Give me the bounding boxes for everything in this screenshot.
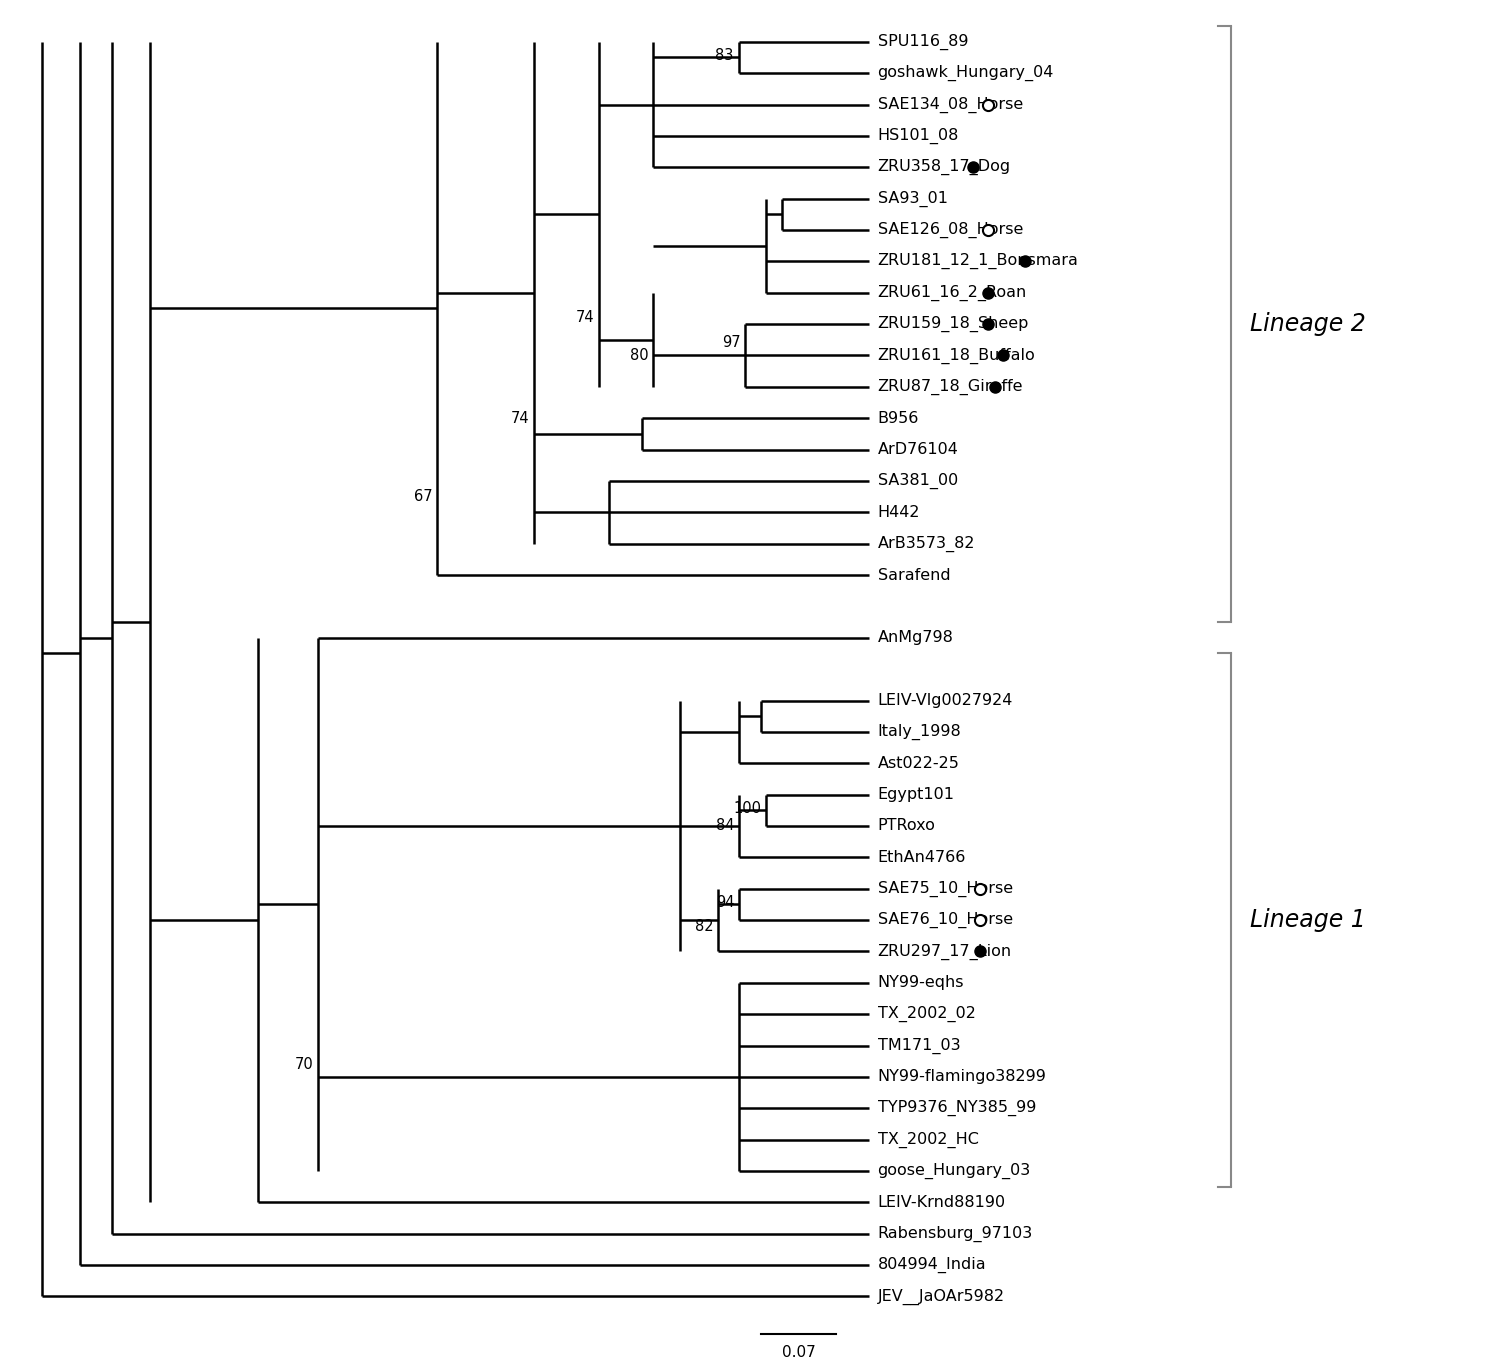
Text: ArB3573_82: ArB3573_82 (878, 535, 975, 552)
Text: AnMg798: AnMg798 (878, 630, 954, 645)
Text: ZRU358_17_Dog: ZRU358_17_Dog (878, 160, 1011, 175)
Text: Italy_1998: Italy_1998 (878, 724, 962, 740)
Text: 100: 100 (734, 802, 762, 817)
Text: ZRU161_18_Buffalo: ZRU161_18_Buffalo (878, 347, 1035, 363)
Text: 83: 83 (716, 48, 734, 63)
Text: 82: 82 (694, 919, 712, 934)
Text: JEV__JaOAr5982: JEV__JaOAr5982 (878, 1288, 1005, 1305)
Text: EthAn4766: EthAn4766 (878, 850, 966, 865)
Text: ZRU297_17_Lion: ZRU297_17_Lion (878, 944, 1011, 959)
Text: 74: 74 (576, 310, 594, 325)
Text: TX_2002_HC: TX_2002_HC (878, 1131, 978, 1147)
Text: SAE126_08_Horse: SAE126_08_Horse (878, 221, 1023, 238)
Text: 804994_India: 804994_India (878, 1257, 986, 1273)
Text: goose_Hungary_03: goose_Hungary_03 (878, 1162, 1031, 1179)
Text: TM171_03: TM171_03 (878, 1037, 960, 1053)
Text: SAE76_10_Horse: SAE76_10_Horse (878, 912, 1013, 928)
Text: goshawk_Hungary_04: goshawk_Hungary_04 (878, 66, 1054, 81)
Text: TX_2002_02: TX_2002_02 (878, 1007, 975, 1022)
Text: Lineage 2: Lineage 2 (1251, 311, 1366, 336)
Text: 94: 94 (717, 895, 735, 910)
Text: Rabensburg_97103: Rabensburg_97103 (878, 1225, 1034, 1242)
Text: 74: 74 (512, 411, 530, 426)
Text: LEIV-Krnd88190: LEIV-Krnd88190 (878, 1195, 1005, 1210)
Text: NY99-flamingo38299: NY99-flamingo38299 (878, 1070, 1047, 1085)
Text: SPU116_89: SPU116_89 (878, 34, 968, 51)
Text: ZRU87_18_Giraffe: ZRU87_18_Giraffe (878, 378, 1023, 395)
Text: 0.07: 0.07 (782, 1346, 816, 1361)
Text: PTRoxo: PTRoxo (878, 818, 936, 833)
Text: 80: 80 (630, 348, 648, 363)
Text: Sarafend: Sarafend (878, 567, 950, 582)
Text: LEIV-Vlg0027924: LEIV-Vlg0027924 (878, 693, 1013, 708)
Text: ArD76104: ArD76104 (878, 443, 959, 458)
Text: NY99-eqhs: NY99-eqhs (878, 975, 965, 990)
Text: ZRU61_16_2_Roan: ZRU61_16_2_Roan (878, 284, 1028, 301)
Text: Lineage 1: Lineage 1 (1251, 908, 1366, 932)
Text: 97: 97 (722, 336, 741, 351)
Text: SA93_01: SA93_01 (878, 190, 948, 206)
Text: SA381_00: SA381_00 (878, 473, 959, 489)
Text: 67: 67 (414, 489, 432, 504)
Text: SAE75_10_Horse: SAE75_10_Horse (878, 881, 1013, 897)
Text: 70: 70 (294, 1057, 314, 1072)
Text: Egypt101: Egypt101 (878, 787, 954, 802)
Text: 84: 84 (717, 818, 735, 833)
Text: TYP9376_NY385_99: TYP9376_NY385_99 (878, 1100, 1036, 1116)
Text: ZRU181_12_1_Bonsmara: ZRU181_12_1_Bonsmara (878, 253, 1078, 269)
Text: B956: B956 (878, 411, 920, 426)
Text: H442: H442 (878, 505, 920, 520)
Text: ZRU159_18_Sheep: ZRU159_18_Sheep (878, 316, 1029, 332)
Text: SAE134_08_Horse: SAE134_08_Horse (878, 97, 1023, 112)
Text: HS101_08: HS101_08 (878, 128, 959, 143)
Text: Ast022-25: Ast022-25 (878, 755, 960, 770)
